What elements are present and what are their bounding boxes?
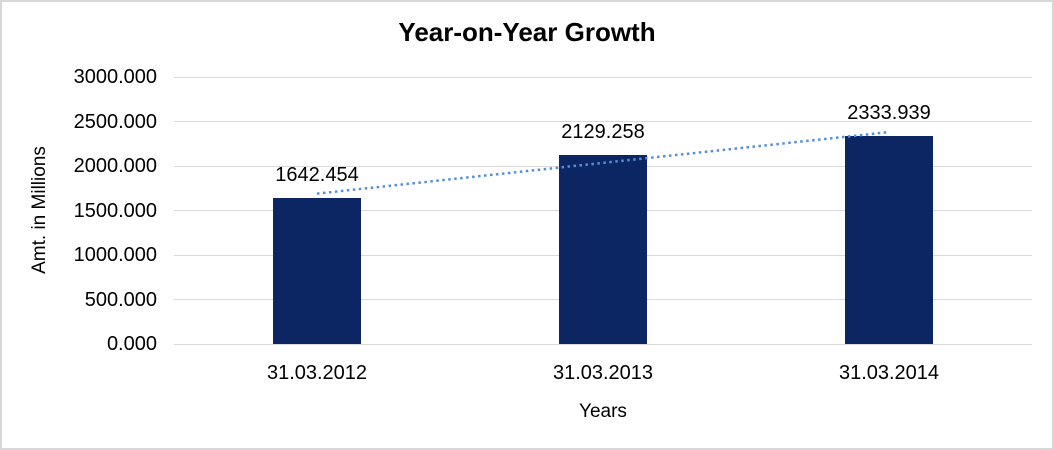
- x-axis-tick-labels: 31.03.2012 31.03.2013 31.03.2014: [174, 362, 1032, 386]
- y-tick-label: 500.000: [84, 288, 157, 311]
- y-tick-label: 1500.000: [73, 199, 157, 222]
- y-axis-tick-labels: 0.000 500.000 1000.000 1500.000 2000.000 2500…: [2, 67, 157, 354]
- x-tick-label: 31.03.2012: [266, 362, 368, 384]
- data-label: 1642.454: [275, 163, 359, 186]
- y-tick-label: 0.000: [106, 333, 157, 355]
- x-tick-label: 31.03.2013: [552, 362, 654, 384]
- gridline: [174, 343, 1032, 345]
- bar: [273, 197, 361, 344]
- y-tick-label: 2000.000: [73, 155, 157, 177]
- y-tick-label: 2500.000: [73, 110, 157, 133]
- plot-area: 1642.454 2129.258 2333.939: [174, 76, 1032, 345]
- gridline: [174, 121, 1032, 122]
- bar: [845, 136, 933, 344]
- chart-title: Year-on-Year Growth: [398, 17, 656, 47]
- y-tick-label: 3000.000: [73, 66, 157, 88]
- x-tick-label: 31.03.2014: [838, 362, 940, 384]
- gridline: [174, 76, 1032, 78]
- data-label: 2333.939: [847, 102, 931, 125]
- x-axis-title: Years: [579, 401, 627, 422]
- bar: [559, 154, 647, 344]
- data-label: 2129.258: [561, 120, 645, 143]
- y-tick-label: 1000.000: [73, 244, 157, 266]
